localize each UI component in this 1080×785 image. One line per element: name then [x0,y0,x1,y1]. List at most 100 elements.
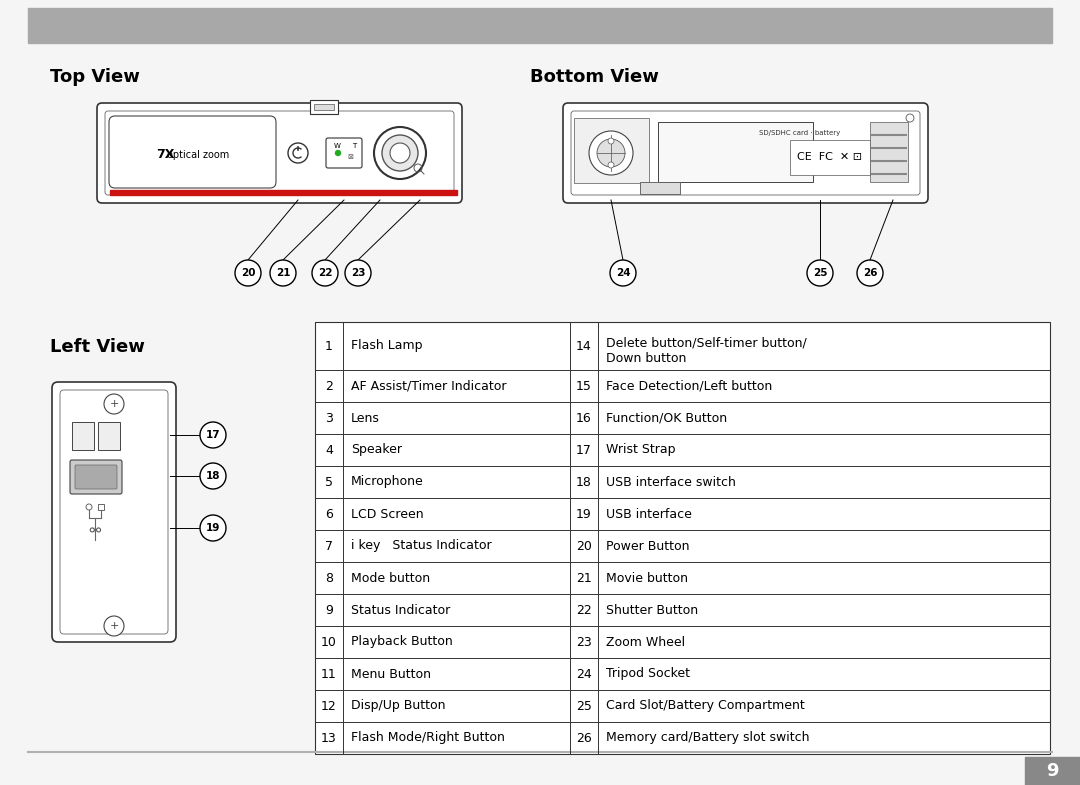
Text: 20: 20 [241,268,255,278]
Text: 22: 22 [576,604,592,616]
Text: ⚮: ⚮ [89,523,102,538]
Circle shape [589,131,633,175]
Text: 24: 24 [576,667,592,681]
Text: 10: 10 [321,636,337,648]
Text: 12: 12 [321,699,337,713]
Text: Playback Button: Playback Button [351,636,453,648]
Bar [789,140,870,175]
Text: Lens: Lens [351,411,380,425]
Text: SD/SDHC card · battery: SD/SDHC card · battery [759,130,840,136]
Text: CE  FC  ✕ ⊡: CE FC ✕ ⊡ [797,152,863,162]
Text: 23: 23 [576,636,592,648]
Text: 9: 9 [1045,762,1058,780]
Bar [98,504,104,510]
Text: Face Detection/Left button: Face Detection/Left button [606,379,772,392]
Text: 19: 19 [576,507,592,520]
Text: 23: 23 [351,268,365,278]
Text: 1: 1 [325,339,333,352]
Circle shape [597,139,625,167]
Text: Power Button: Power Button [606,539,689,553]
FancyBboxPatch shape [563,103,928,203]
Circle shape [382,135,418,171]
Text: 2: 2 [325,379,333,392]
Text: 22: 22 [318,268,333,278]
Circle shape [200,463,226,489]
Text: Bottom View: Bottom View [530,68,659,86]
Text: i key   Status Indicator: i key Status Indicator [351,539,491,553]
Text: 21: 21 [576,571,592,585]
Text: USB interface: USB interface [606,507,692,520]
Text: 9: 9 [325,604,333,616]
Bar [310,100,338,114]
Text: 16: 16 [576,411,592,425]
Text: Flash Mode/Right Button: Flash Mode/Right Button [351,732,504,744]
Circle shape [374,127,426,179]
Text: W: W [334,143,341,149]
Text: ⊠: ⊠ [347,154,353,160]
FancyBboxPatch shape [97,103,462,203]
Text: 17: 17 [205,430,220,440]
Text: 14: 14 [576,339,592,352]
Text: 25: 25 [576,699,592,713]
Text: 26: 26 [863,268,877,278]
Text: Card Slot/Battery Compartment: Card Slot/Battery Compartment [606,699,805,713]
Bar [28,8,1052,43]
Text: 3: 3 [325,411,333,425]
Text: Speaker: Speaker [351,444,402,457]
Text: Mode button: Mode button [351,571,430,585]
Text: 7X: 7X [156,148,174,162]
Circle shape [270,260,296,286]
Text: T: T [352,143,356,149]
Text: 15: 15 [576,379,592,392]
Bar [640,182,680,194]
Text: Status Indicator: Status Indicator [351,604,450,616]
Circle shape [104,616,124,636]
Circle shape [200,515,226,541]
FancyBboxPatch shape [70,460,122,494]
FancyBboxPatch shape [326,138,362,168]
Text: 26: 26 [576,732,592,744]
Text: 20: 20 [576,539,592,553]
Text: 4: 4 [325,444,333,457]
Text: 25: 25 [813,268,827,278]
Text: Down button: Down button [606,352,687,365]
Bar [72,422,94,450]
Circle shape [336,151,340,155]
FancyBboxPatch shape [52,382,176,642]
Circle shape [200,422,226,448]
Text: Tripod Socket: Tripod Socket [606,667,690,681]
FancyBboxPatch shape [75,465,117,489]
Text: Flash Lamp: Flash Lamp [351,339,422,352]
Bar [573,118,649,183]
Text: 21: 21 [275,268,291,278]
Text: Delete button/Self-timer button/: Delete button/Self-timer button/ [606,336,807,349]
Circle shape [807,260,833,286]
Text: 6: 6 [325,507,333,520]
Text: 17: 17 [576,444,592,457]
Text: Memory card/Battery slot switch: Memory card/Battery slot switch [606,732,810,744]
Circle shape [104,394,124,414]
Bar [314,104,334,110]
Circle shape [235,260,261,286]
Text: Wrist Strap: Wrist Strap [606,444,675,457]
Text: Function/OK Button: Function/OK Button [606,411,727,425]
Circle shape [345,260,372,286]
Text: Microphone: Microphone [351,476,423,488]
Text: +: + [109,621,119,631]
Text: 19: 19 [206,523,220,533]
Text: USB interface switch: USB interface switch [606,476,735,488]
Circle shape [906,114,914,122]
Circle shape [610,260,636,286]
Circle shape [608,162,615,168]
Circle shape [858,260,883,286]
Circle shape [288,143,308,163]
Circle shape [390,143,410,163]
Text: Disp/Up Button: Disp/Up Button [351,699,446,713]
Text: 7: 7 [325,539,333,553]
Text: AF Assist/Timer Indicator: AF Assist/Timer Indicator [351,379,507,392]
Bar [1025,757,1080,785]
Bar [870,122,908,182]
Text: 8: 8 [325,571,333,585]
Bar [658,122,813,182]
Circle shape [312,260,338,286]
